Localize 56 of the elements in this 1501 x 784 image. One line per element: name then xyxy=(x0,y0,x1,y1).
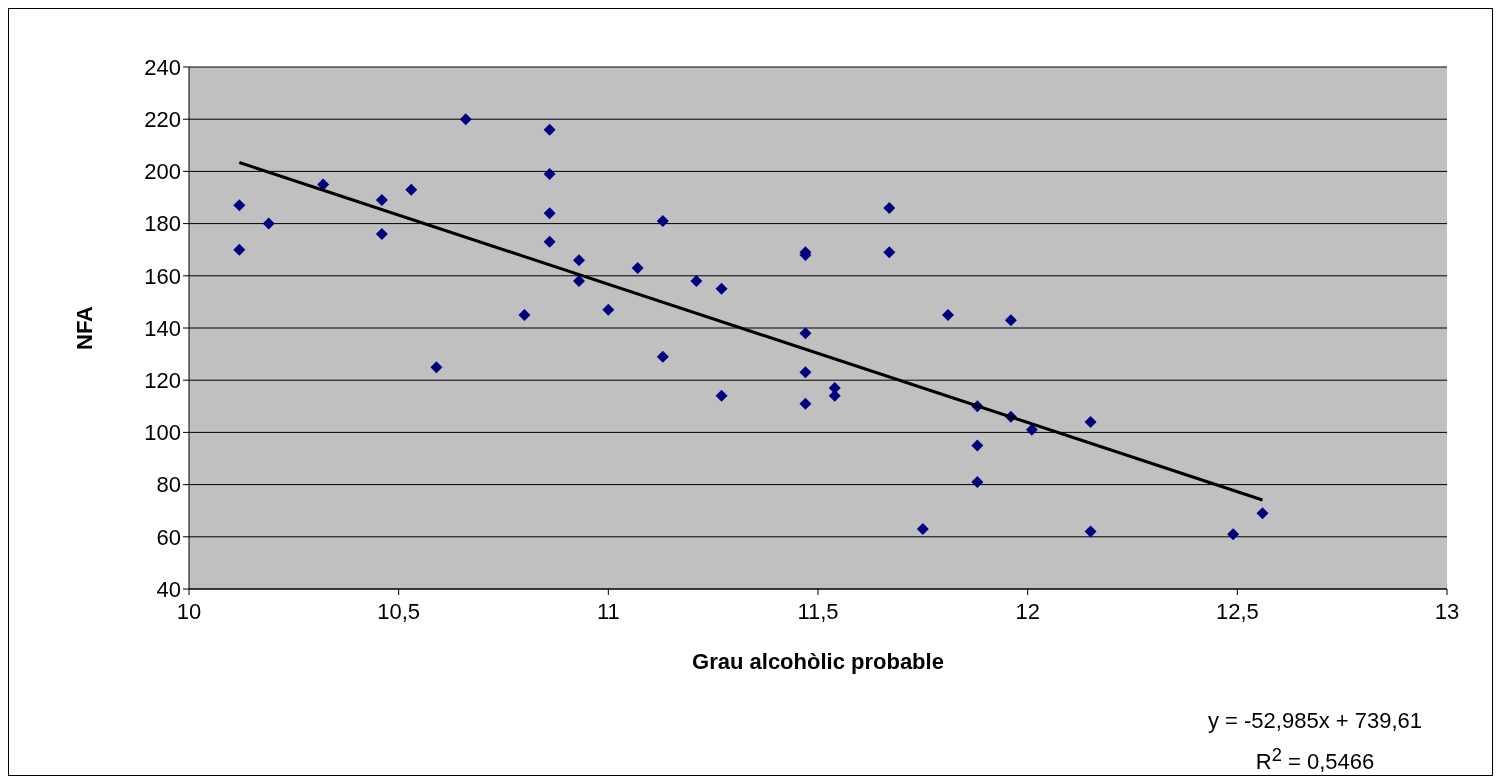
y-tick-label: 80 xyxy=(156,472,181,498)
text: y = -52,985x + 739,61 xyxy=(1207,708,1422,733)
x-tick-label: 11,5 xyxy=(797,598,839,624)
point xyxy=(518,308,531,321)
point xyxy=(916,522,929,535)
point xyxy=(375,194,388,207)
point xyxy=(971,475,984,488)
point xyxy=(941,308,954,321)
y-tick-label: 140 xyxy=(144,315,181,341)
point xyxy=(430,361,443,374)
text: R$^{2}$ = 0,5466 xyxy=(1255,744,1375,775)
point xyxy=(543,235,556,248)
point xyxy=(656,350,669,363)
point xyxy=(715,282,728,295)
point xyxy=(543,207,556,220)
x-tick-label: 10,5 xyxy=(377,598,421,624)
y-tick-label: 120 xyxy=(144,368,181,394)
y-tick-label: 220 xyxy=(144,107,181,133)
point xyxy=(631,261,644,274)
y-tick-label: 200 xyxy=(144,159,181,185)
point xyxy=(405,183,418,196)
y-tick-label: 160 xyxy=(144,263,181,289)
point xyxy=(1004,314,1017,327)
point xyxy=(543,123,556,136)
point xyxy=(715,389,728,402)
x-tick-label: 12 xyxy=(1015,598,1040,624)
point xyxy=(883,246,896,259)
point xyxy=(233,199,246,212)
point xyxy=(883,201,896,214)
x-tick-label: 12,5 xyxy=(1215,598,1259,624)
y-tick-label: 240 xyxy=(144,54,181,80)
y-tick-label: 180 xyxy=(144,211,181,237)
point xyxy=(1227,528,1240,541)
point xyxy=(572,254,585,267)
point xyxy=(572,275,585,288)
x-axis-title: Grau alcohòlic probable xyxy=(692,649,944,674)
point xyxy=(799,366,812,379)
y-tick-label: 100 xyxy=(144,420,181,446)
point xyxy=(971,439,984,452)
point xyxy=(262,217,275,230)
point xyxy=(799,397,812,410)
point xyxy=(1084,415,1097,428)
point xyxy=(375,228,388,241)
y-axis-title: NFA xyxy=(71,305,97,350)
y-tick-label: 60 xyxy=(156,524,181,550)
x-tick-label: 11 xyxy=(596,598,620,624)
point xyxy=(656,214,669,227)
point xyxy=(690,275,703,288)
point xyxy=(233,243,246,256)
x-tick-label: 13 xyxy=(1434,598,1460,624)
point xyxy=(543,168,556,181)
point xyxy=(459,113,472,126)
point xyxy=(602,303,615,316)
point xyxy=(1256,507,1269,520)
point xyxy=(799,327,812,340)
point xyxy=(1084,525,1097,538)
